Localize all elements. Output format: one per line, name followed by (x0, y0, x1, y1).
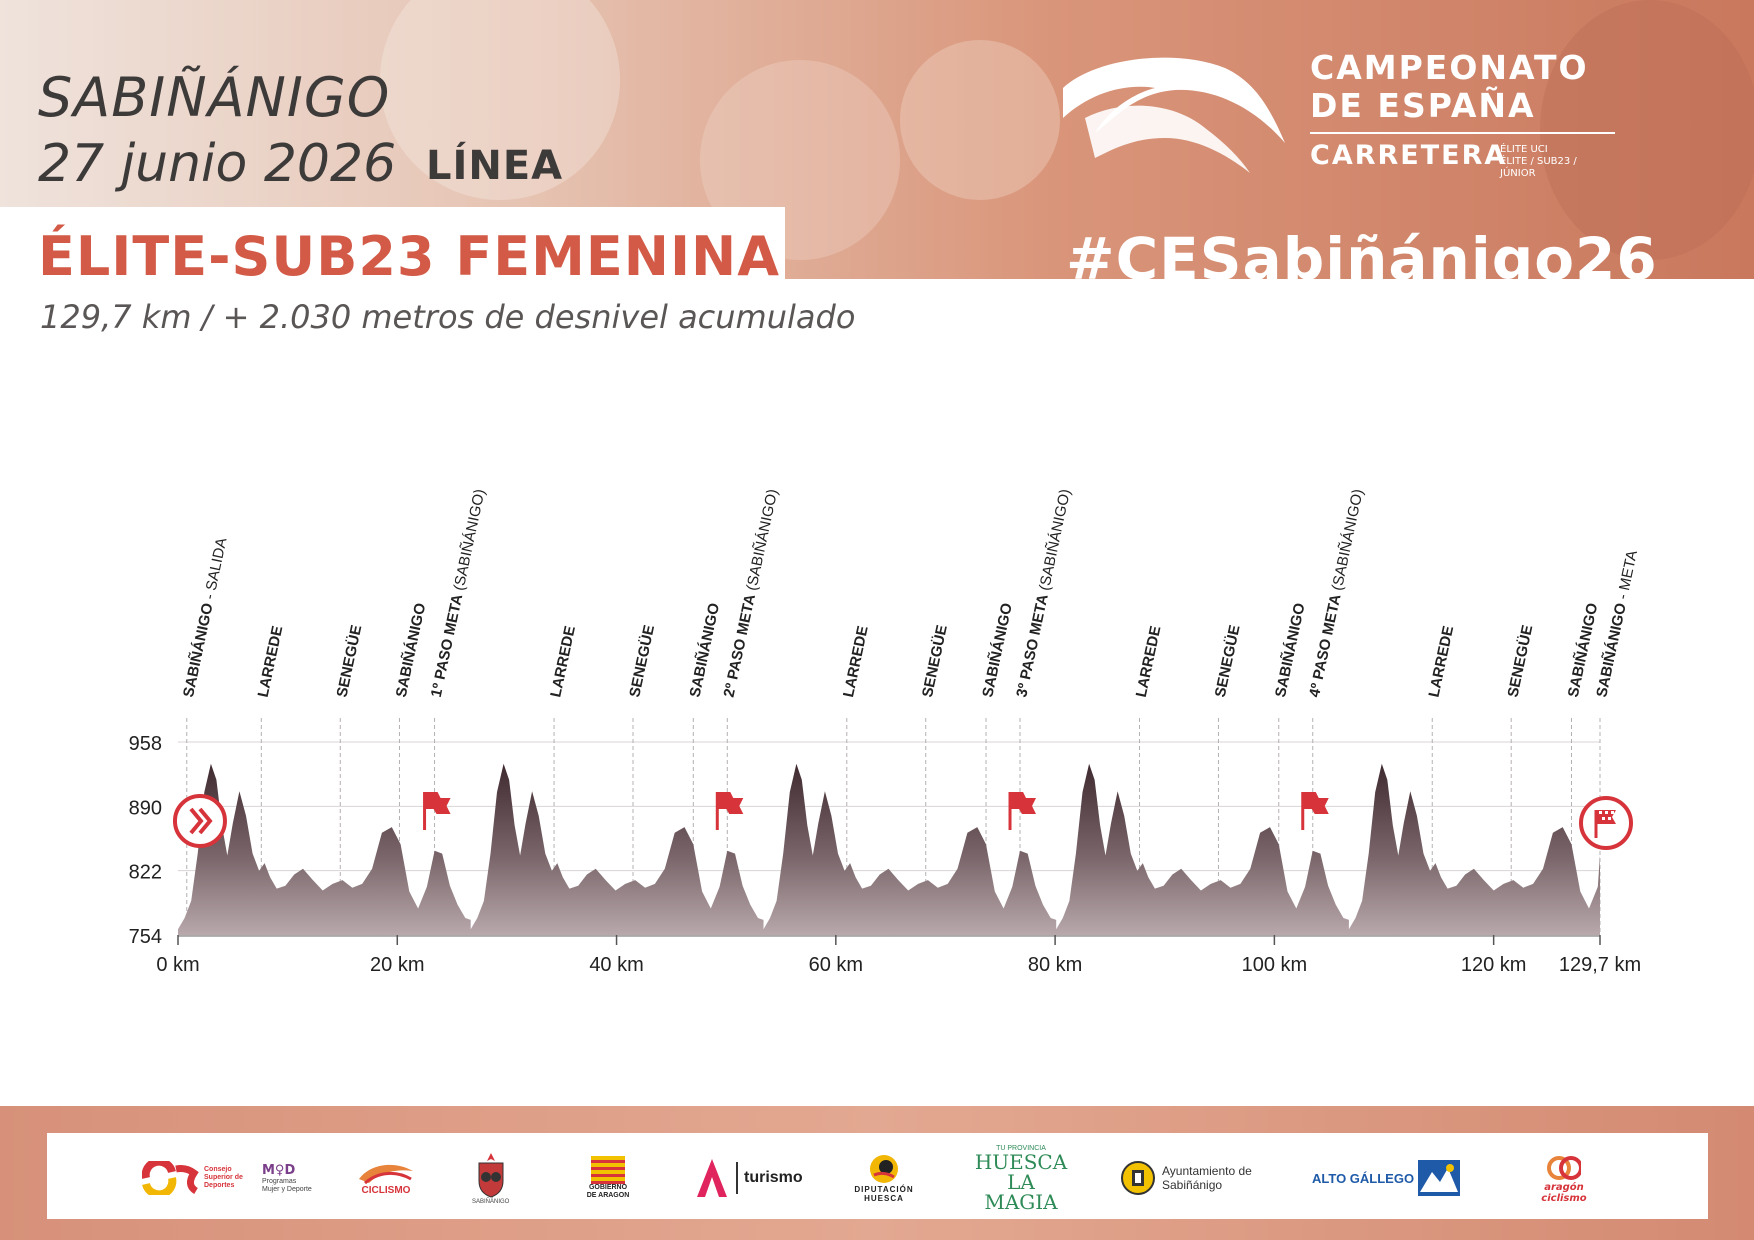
championship-subtitle: CARRETERA (1310, 140, 1508, 171)
sponsor-aragon-ciclismo-text: aragón ciclismo (1541, 1182, 1587, 1204)
sponsor-diputacion-text: DIPUTACIÓN HUESCA (854, 1185, 914, 1203)
aragon-a-icon (697, 1159, 727, 1197)
race-date: 27 junio 2026 (38, 134, 397, 194)
huesca-tag: TU PROVINCIA (996, 1144, 1046, 1152)
waypoint-label: LARREDE (1133, 624, 1165, 698)
rfec-swoosh-icon (359, 1164, 413, 1184)
waypoint-label: SENEGÜE (334, 624, 366, 699)
championship-title-line2: DE ESPAÑA (1310, 86, 1536, 125)
sponsor-aragon-turismo: turismo (694, 1148, 803, 1208)
sponsor-sabinanigo-text: SABIÑÁNIGO (472, 1199, 510, 1205)
category-strip (0, 207, 785, 279)
sponsor-csd: Consejo Superior de Deportes (142, 1148, 244, 1208)
start-chevrons-icon (172, 794, 227, 848)
sponsor-alto-gallego: ALTO GÁLLEGO (1312, 1148, 1461, 1208)
sponsor-turismo-text: turismo (744, 1169, 803, 1186)
alto-gallego-mountain-icon (1418, 1160, 1461, 1196)
waypoint-label: LARREDE (255, 624, 287, 698)
x-tick-label: 80 km (1028, 954, 1082, 976)
y-tick-label: 822 (129, 862, 162, 884)
turismo-divider (736, 1162, 738, 1194)
sponsor-diputacion-huesca: DIPUTACIÓN HUESCA (854, 1148, 914, 1208)
hashtag: #CESabiñánigo26 (1066, 225, 1658, 293)
sponsor-alto-gallego-text: ALTO GÁLLEGO (1312, 1170, 1415, 1186)
waypoint-label: 2º PASO META (SABIÑÁNIGO) (721, 487, 782, 698)
y-tick-label: 890 (129, 797, 162, 819)
championship-logo: CAMPEONATO DE ESPAÑA CARRETERA ÉLITE UCI… (1055, 48, 1615, 180)
ayuntamiento-crest-icon (1121, 1161, 1155, 1195)
flag-icon (1008, 792, 1037, 830)
championship-title-line1: CAMPEONATO (1310, 48, 1589, 87)
sponsor-ayto-sabinanigo: Ayuntamiento de Sabiñánigo (1120, 1148, 1274, 1208)
x-tick-label: 0 km (156, 954, 199, 976)
championship-mini-text: ÉLITE UCI ÉLITE / SUB23 / JÚNIOR (1500, 144, 1615, 180)
sponsor-huesca-la-magia: TU PROVINCIA HUESCA LA MAGIA (973, 1144, 1069, 1212)
sponsor-csd-text: Consejo Superior de Deportes (204, 1166, 243, 1189)
waypoint-label: 3º PASO META (SABIÑÁNIGO) (1013, 487, 1074, 698)
x-tick-label: 129,7 km (1559, 954, 1641, 976)
waypoint-label: SABIÑÁNIGO (686, 601, 724, 699)
elevation-area (178, 763, 1600, 935)
waypoint-label: SABIÑÁNIGO (1271, 601, 1309, 699)
waypoint-label: 1º PASO META (SABIÑÁNIGO) (428, 487, 489, 698)
waypoint-label: SENEGÜE (919, 624, 951, 699)
myd-logo-icon: M♀D (262, 1162, 296, 1178)
sponsor-myd: M♀D Programas Mujer y Deporte (262, 1148, 314, 1208)
y-tick-label: 754 (129, 926, 162, 948)
sponsor-ayto-text: Ayuntamiento de Sabiñánigo (1162, 1164, 1252, 1192)
distance-summary: 129,7 km / + 2.030 metros de desnivel ac… (40, 298, 856, 336)
waypoint-label: LARREDE (547, 624, 579, 698)
race-type: LÍNEA (426, 143, 564, 189)
sponsor-gobierno-aragon: GOBIERNO DE ARAGON (584, 1148, 632, 1208)
csd-logo-icon (142, 1161, 199, 1195)
waypoint-label: SABIÑÁNIGO - SALIDA (179, 536, 230, 699)
sponsor-myd-text: Programas Mujer y Deporte (262, 1177, 312, 1193)
city-title: SABIÑÁNIGO (38, 66, 391, 129)
photo-texture (900, 40, 1060, 200)
diputacion-huesca-icon (870, 1155, 898, 1183)
sponsor-rfec-text: CICLISMO (361, 1184, 411, 1196)
aragon-ciclismo-icon (1547, 1156, 1581, 1180)
sponsor-rfec: CICLISMO (355, 1148, 417, 1208)
waypoint-label: SENEGÜE (1212, 624, 1244, 699)
flag-icon (1301, 792, 1329, 830)
sabinanigo-crest-icon (478, 1153, 504, 1198)
waypoint-label: SABIÑÁNIGO (392, 601, 430, 699)
waypoint-label: SENEGÜE (1504, 624, 1536, 699)
championship-divider (1310, 132, 1615, 134)
photo-texture (1540, 0, 1754, 260)
photo-texture (380, 0, 620, 200)
y-tick-label: 958 (129, 733, 162, 755)
waypoint-label: 4º PASO META (SABIÑÁNIGO) (1306, 487, 1367, 698)
waypoint-label: SENEGÜE (626, 624, 658, 699)
x-tick-label: 60 km (809, 954, 863, 976)
sponsor-sabinanigo-crest: SABIÑÁNIGO (472, 1148, 509, 1208)
championship-mini-line1: ÉLITE UCI (1500, 144, 1548, 155)
category-title: ÉLITE-SUB23 FEMENINA (38, 225, 781, 288)
waypoint-label: LARREDE (1426, 624, 1458, 698)
waypoint-label: SABIÑÁNIGO (978, 601, 1016, 699)
checkered-flag-icon (1579, 796, 1633, 850)
waypoint-label: SABIÑÁNIGO - META (1592, 549, 1641, 699)
flag-icon (715, 792, 744, 830)
flag-icon (423, 792, 451, 830)
sponsor-aragon-ciclismo: aragón ciclismo (1524, 1148, 1604, 1208)
x-tick-label: 20 km (370, 954, 424, 976)
elevation-profile-chart: 754 822 890 958 0 km 20 km 40 km 60 km 80 km 100… (129, 487, 1642, 976)
championship-mini-line2: ÉLITE / SUB23 / JÚNIOR (1500, 156, 1577, 179)
x-tick-label: 100 km (1242, 954, 1308, 976)
x-tick-label: 120 km (1461, 954, 1527, 976)
sponsor-huesca-text: HUESCA LA MAGIA (974, 1149, 1068, 1214)
aragon-flag-icon (591, 1156, 625, 1184)
x-tick-label: 40 km (589, 954, 643, 976)
waypoint-label: LARREDE (840, 624, 872, 698)
sponsor-gobierno-text: GOBIERNO DE ARAGON (586, 1184, 630, 1199)
championship-swoosh-icon (1063, 57, 1285, 173)
